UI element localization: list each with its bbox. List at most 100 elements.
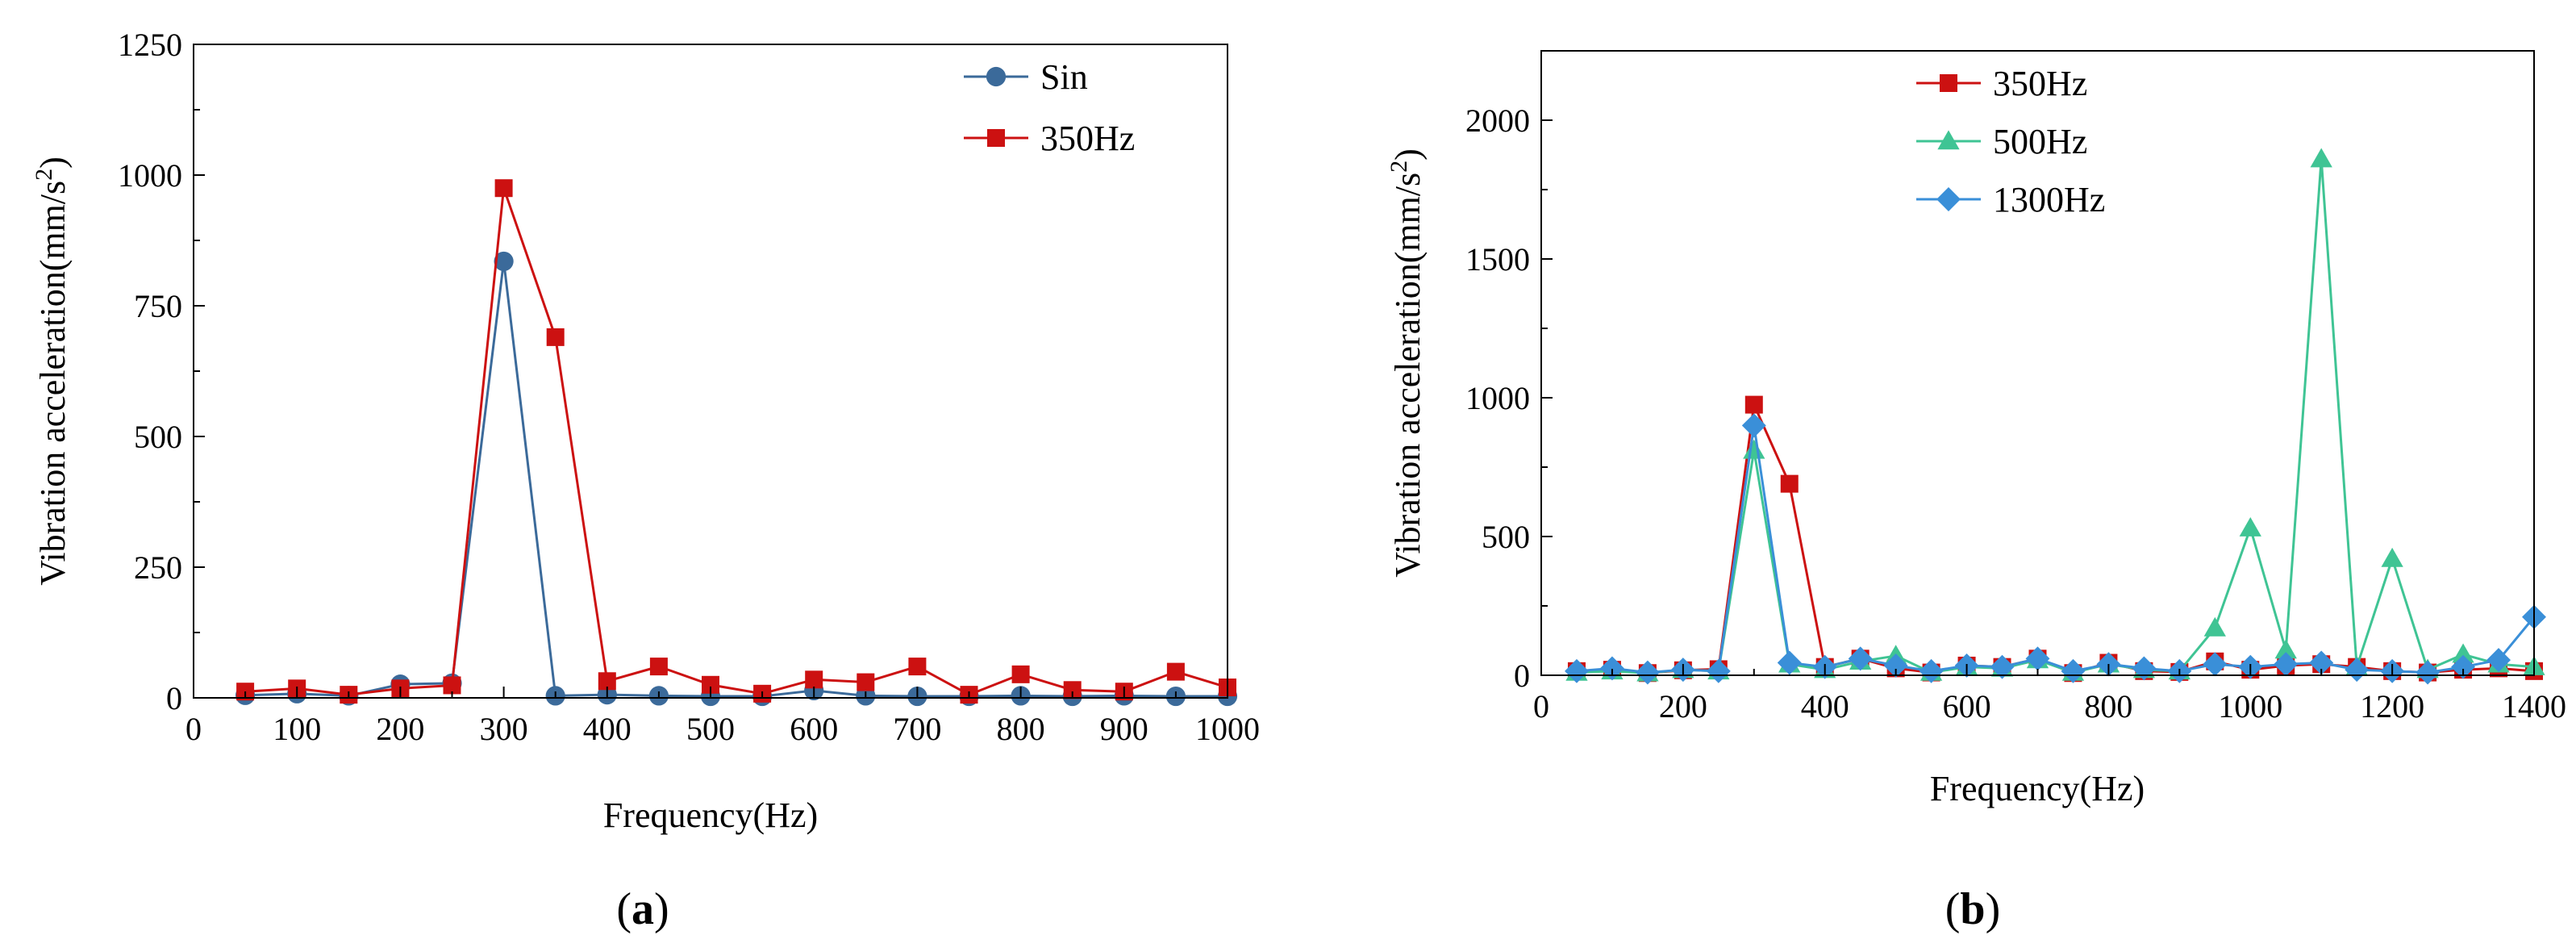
data-point: [443, 676, 461, 695]
data-point: [2416, 660, 2441, 685]
data-point: [2132, 656, 2157, 681]
data-point: [546, 328, 565, 346]
data-point: [1166, 662, 1185, 681]
legend-marker: [987, 129, 1005, 147]
data-point: [2451, 654, 2476, 679]
data-point: [2310, 148, 2332, 168]
x-tick-label: 400: [583, 711, 631, 747]
legend-a: Sin 350Hz: [964, 57, 1135, 158]
data-point: [1990, 654, 2015, 679]
data-point: [2239, 517, 2261, 537]
series-line: [1576, 157, 2535, 674]
series-1300hz: [1565, 413, 2546, 685]
chart-panel-a: 0 100 200 300 400 500 600 700 800 900 1000 0 250 500 7…: [31, 27, 1260, 934]
x-tick-label: 1200: [2360, 688, 2424, 724]
data-point: [1919, 658, 1944, 683]
data-point: [2486, 648, 2511, 673]
data-point: [2203, 652, 2228, 677]
x-tick-label: 1400: [2502, 688, 2566, 724]
data-point: [857, 673, 875, 691]
y-tick-label: 0: [1514, 658, 1530, 694]
legend-item: 1300Hz: [1916, 180, 2105, 219]
data-point: [1743, 439, 1765, 459]
panel-label-a: (a): [616, 884, 669, 934]
x-tick-label: 1000: [2218, 688, 2282, 724]
y-axis-title-b: Vibration acceleration(mm/s2): [1386, 148, 1428, 578]
y-tick-label: 1500: [1465, 241, 1530, 278]
x-axis-title-b: Frequency(Hz): [1930, 769, 2145, 808]
series-350hz: [1567, 395, 2543, 683]
chart-panel-b: 0 200 400 600 800 1000 1200 1400 0 500 1000 1500 200…: [1386, 50, 2566, 934]
x-tick-label: 800: [997, 711, 1045, 747]
x-tick-label: 200: [1659, 688, 1707, 724]
legend-label: 350Hz: [1993, 64, 2087, 103]
legend-item: 350Hz: [964, 119, 1135, 158]
data-point: [1780, 474, 1799, 493]
y-tick-label: 0: [166, 680, 182, 716]
data-point: [2309, 650, 2334, 675]
series-line: [1576, 424, 2536, 674]
x-tick-label: 500: [686, 711, 735, 747]
legend-marker: [1937, 130, 1960, 150]
x-tick-label: 100: [273, 711, 321, 747]
series-line: [1576, 403, 2535, 674]
data-point: [2203, 616, 2226, 637]
series-sin: [236, 251, 1238, 707]
axis-ticks-a: 0 100 200 300 400 500 600 700 800 900 1000 0 250 500 7…: [118, 27, 1260, 747]
y-tick-label: 500: [134, 419, 182, 455]
legend-item: 500Hz: [1916, 122, 2087, 161]
y-tick-label: 1250: [118, 27, 182, 63]
series-500hz: [1565, 148, 2545, 682]
data-point: [2274, 652, 2299, 677]
panel-label-b: (b): [1945, 884, 2000, 934]
y-tick-label: 1000: [1465, 380, 1530, 416]
data-point: [2452, 643, 2474, 663]
data-point: [1635, 660, 1660, 685]
series-line: [245, 186, 1228, 696]
y-tick-label: 500: [1482, 519, 1530, 555]
legend-item: 350Hz: [1916, 64, 2087, 103]
legend-label: 500Hz: [1993, 122, 2087, 161]
data-point: [702, 675, 719, 694]
legend-label: 350Hz: [1040, 119, 1135, 158]
data-point: [1706, 658, 1731, 683]
data-point: [1744, 395, 1763, 414]
legend-b: 350Hz 500Hz 1300Hz: [1916, 64, 2105, 219]
data-point: [1599, 656, 1624, 681]
legend-marker: [986, 66, 1007, 87]
series-350hz: [236, 179, 1236, 704]
x-tick-label: 400: [1801, 688, 1849, 724]
y-tick-label: 750: [134, 288, 182, 324]
plot-area-b: [1565, 148, 2546, 685]
y-tick-label: 1000: [118, 157, 182, 194]
plot-area-a: [236, 179, 1238, 707]
legend-item: Sin: [964, 57, 1088, 97]
data-point: [1011, 665, 1030, 683]
x-tick-label: 1000: [1195, 711, 1260, 747]
y-tick-label: 250: [134, 549, 182, 586]
x-tick-label: 300: [480, 711, 528, 747]
legend-label: Sin: [1040, 57, 1088, 97]
data-point: [2061, 658, 2086, 683]
x-tick-label: 600: [790, 711, 838, 747]
legend-label: 1300Hz: [1993, 180, 2105, 219]
x-axis-title-a: Frequency(Hz): [603, 795, 818, 835]
data-point: [908, 658, 927, 676]
data-point: [494, 251, 514, 272]
x-tick-label: 0: [185, 711, 202, 747]
x-tick-label: 200: [376, 711, 424, 747]
axis-ticks-b: 0 200 400 600 800 1000 1200 1400 0 500 1000 1500 200…: [1465, 50, 2566, 724]
x-tick-label: 800: [2084, 688, 2132, 724]
legend-marker: [1936, 187, 1961, 211]
data-point: [1883, 653, 1908, 678]
data-point: [1565, 658, 1589, 683]
data-point: [2274, 639, 2297, 659]
data-point: [2025, 646, 2050, 671]
data-point: [1777, 650, 1802, 675]
data-point: [598, 672, 616, 691]
y-axis-title-a: Vibration acceleration(mm/s2): [31, 157, 73, 586]
x-tick-label: 600: [1943, 688, 1991, 724]
data-point: [494, 179, 513, 198]
x-tick-label: 0: [1533, 688, 1549, 724]
